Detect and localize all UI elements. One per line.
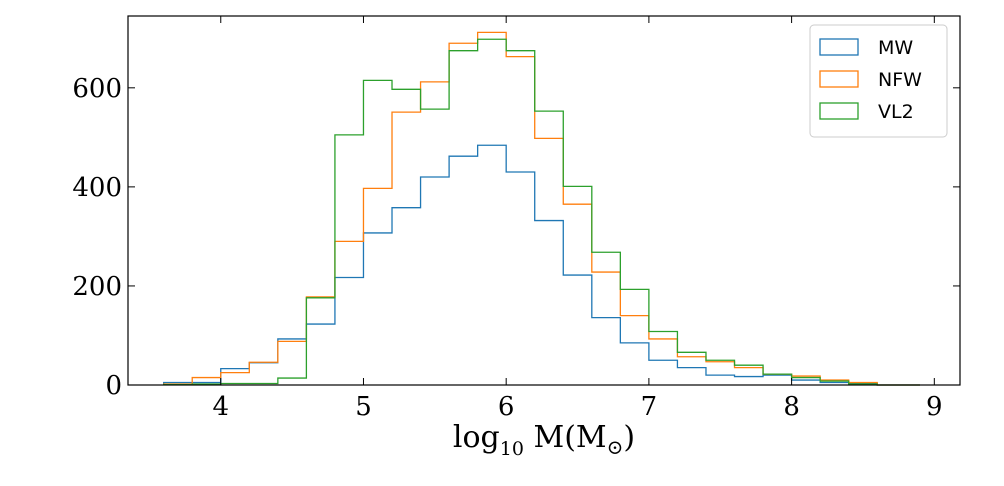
x-axis-title-close: ): [623, 420, 635, 455]
x-tick-label: 6: [498, 392, 515, 422]
series-mw-line: [163, 144, 921, 386]
legend: MW NFW VL2: [809, 24, 948, 138]
series-vl2-line: [163, 38, 921, 386]
x-tick-label: 7: [641, 392, 658, 422]
legend-swatch-mw: [819, 38, 859, 56]
y-tick-label: 0: [105, 371, 122, 401]
x-tick-label: 9: [926, 392, 943, 422]
series-nfw-line: [163, 31, 921, 386]
x-axis-title-log: log: [453, 420, 500, 455]
series-layer: [163, 31, 921, 386]
ticks-layer: 4 5 6 7 8 9 0 200 400 600: [72, 16, 960, 422]
y-tick-label: 200: [72, 272, 122, 302]
x-tick-label: 5: [355, 392, 372, 422]
x-axis-title-sub: 10: [500, 438, 524, 460]
legend-label-mw: MW: [878, 37, 913, 59]
y-tick-label: 600: [72, 74, 122, 104]
legend-box: [809, 24, 948, 138]
x-tick-label: 8: [783, 392, 800, 422]
legend-swatch-nfw: [819, 70, 859, 88]
axes-frame: [127, 15, 961, 386]
x-axis-title-rest: M(M: [524, 420, 607, 455]
legend-swatch-vl2: [819, 102, 859, 120]
x-axis-title-sun: ⊙: [607, 435, 624, 459]
x-tick-label: 4: [212, 392, 229, 422]
legend-label-nfw: NFW: [878, 69, 922, 91]
x-axis-title: log10 M(M⊙): [453, 420, 635, 460]
legend-label-vl2: VL2: [878, 101, 914, 123]
y-tick-label: 400: [72, 173, 122, 203]
